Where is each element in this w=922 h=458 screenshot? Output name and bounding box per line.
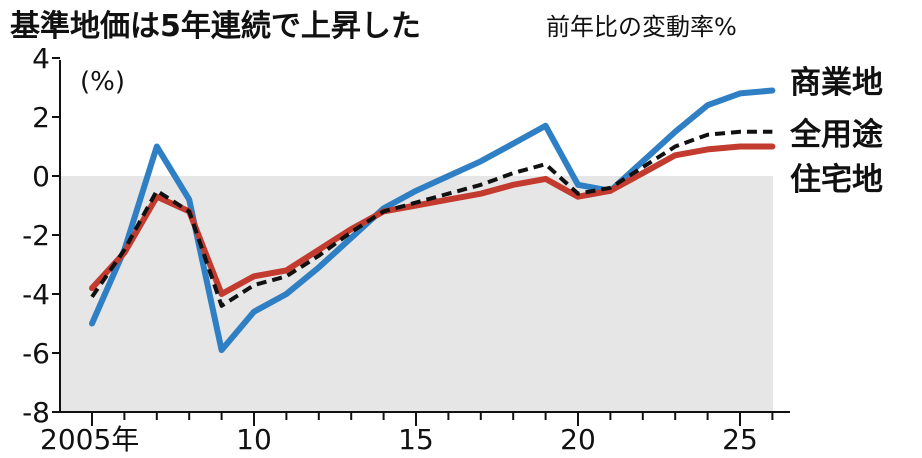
- x-tick-label: 10: [236, 423, 272, 456]
- series-line-1: [90, 129, 773, 308]
- negative-region-shading: [60, 176, 773, 412]
- x-tick-marks: [91, 412, 774, 426]
- y-tick-labels: 4 2 0 -2 -4 -6 -8: [22, 42, 50, 429]
- x-tick-label: 20: [560, 423, 596, 456]
- x-tick-label: 15: [398, 423, 434, 456]
- chart-title: 基準地価は5年連続で上昇した: [10, 9, 421, 44]
- y-unit-label: (%): [80, 67, 125, 97]
- y-tick-label: -4: [22, 278, 50, 311]
- chart-subtitle: 前年比の変動率%: [546, 13, 737, 41]
- y-tick-label: 4: [32, 42, 50, 75]
- y-tick-label: 2: [32, 101, 50, 134]
- legend-label-1: 全用途: [789, 117, 883, 153]
- x-tick-label: 2005年: [40, 423, 139, 456]
- legend-label-0: 商業地: [790, 65, 883, 101]
- y-tick-marks: [52, 57, 60, 413]
- y-tick-label: -6: [22, 337, 50, 370]
- y-tick-label: 0: [32, 160, 50, 193]
- series-line-2: [89, 143, 776, 297]
- x-tick-labels: 2005年 10 15 20 25: [40, 423, 758, 456]
- legend-label-2: 住宅地: [790, 162, 883, 198]
- series-lines: [89, 87, 776, 354]
- y-tick-label: -2: [22, 219, 50, 252]
- y-tick-label: -8: [22, 396, 50, 429]
- series-line-0: [89, 87, 776, 354]
- x-tick-label: 25: [722, 423, 758, 456]
